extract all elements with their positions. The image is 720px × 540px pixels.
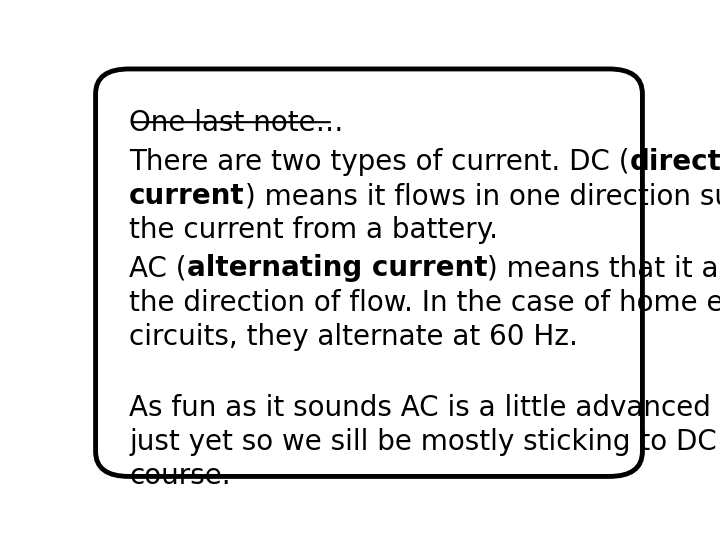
Text: just yet so we sill be mostly sticking to DC in this: just yet so we sill be mostly sticking t… — [129, 428, 720, 456]
Text: AC (: AC ( — [129, 254, 186, 282]
Text: As fun as it sounds AC is a little advanced for us: As fun as it sounds AC is a little advan… — [129, 394, 720, 422]
Text: the direction of flow. In the case of home electric: the direction of flow. In the case of ho… — [129, 288, 720, 316]
FancyBboxPatch shape — [96, 69, 642, 476]
Text: the current from a battery.: the current from a battery. — [129, 216, 498, 244]
Text: current: current — [129, 182, 245, 210]
Text: alternating current: alternating current — [186, 254, 487, 282]
Text: circuits, they alternate at 60 Hz.: circuits, they alternate at 60 Hz. — [129, 322, 578, 350]
Text: direct: direct — [629, 148, 720, 176]
Text: ) means that it alternates: ) means that it alternates — [487, 254, 720, 282]
Text: course.: course. — [129, 462, 230, 490]
Text: ) means it flows in one direction such as: ) means it flows in one direction such a… — [245, 182, 720, 210]
Text: One last note…: One last note… — [129, 109, 343, 137]
Text: There are two types of current. DC (: There are two types of current. DC ( — [129, 148, 629, 176]
